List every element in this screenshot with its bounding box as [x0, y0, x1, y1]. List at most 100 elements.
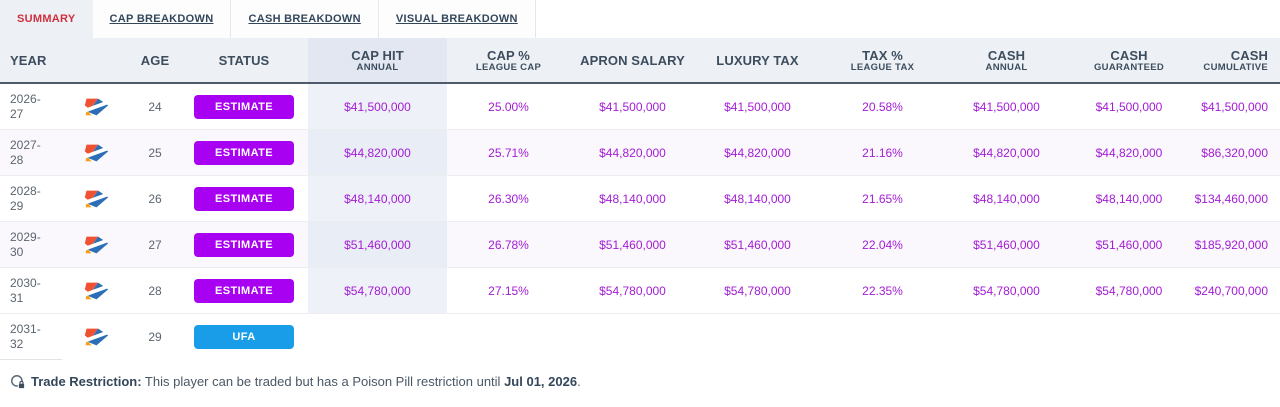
tab-visual-breakdown[interactable]: VISUAL BREAKDOWN: [378, 0, 536, 38]
header-cap-pct[interactable]: CAP % LEAGUE CAP: [475, 47, 542, 73]
header-luxury-tax[interactable]: LUXURY TAX: [716, 52, 799, 68]
header-cash-annual[interactable]: CASH ANNUAL: [985, 47, 1028, 73]
tax-pct-cell: [820, 314, 945, 360]
status-cell: ESTIMATE: [180, 222, 308, 267]
luxury-tax-cell: $44,820,000: [724, 145, 791, 160]
table-header-row: YEAR AGE STATUS CAP HIT ANNUAL CAP % LEA…: [0, 38, 1280, 84]
trade-restriction-date: Jul 01, 2026: [504, 374, 578, 389]
cash-cumulative-cell: $134,460,000: [1194, 191, 1268, 206]
cash-guaranteed-cell: $48,140,000: [1095, 191, 1163, 206]
cap-hit-cell: [308, 314, 447, 360]
cash-annual-cell: $48,140,000: [973, 191, 1040, 206]
trade-restriction-label: Trade Restriction:: [31, 374, 142, 389]
okc-thunder-logo-icon: [83, 98, 108, 115]
cash-annual-cell: [945, 314, 1068, 360]
status-cell: ESTIMATE: [180, 130, 308, 175]
status-badge-estimate: ESTIMATE: [194, 186, 294, 211]
status-cell: UFA: [180, 314, 308, 360]
cash-guaranteed-cell: $41,500,000: [1095, 99, 1163, 114]
cap-hit-cell: $41,500,000: [308, 84, 447, 129]
year-cell: 2026- 27: [10, 92, 41, 121]
cap-pct-cell: 26.30%: [488, 191, 529, 206]
cash-cumulative-cell: $41,500,000: [1201, 99, 1268, 114]
apron-salary-cell: $44,820,000: [599, 145, 666, 160]
tax-pct-cell: 22.35%: [862, 283, 903, 298]
okc-thunder-logo-icon: [83, 236, 108, 253]
table-row: 2028- 29 26 ESTIMATE $48,140,000 26.30% $48,14…: [0, 176, 1280, 222]
header-year[interactable]: YEAR: [10, 52, 47, 68]
age-cell: 24: [148, 99, 162, 114]
luxury-tax-cell: $41,500,000: [724, 99, 791, 114]
status-badge-estimate: ESTIMATE: [194, 140, 294, 165]
tax-pct-cell: 22.04%: [862, 237, 903, 252]
table-row: 2030- 31 28 ESTIMATE $54,780,000 27.15% $54,78…: [0, 268, 1280, 314]
header-cash-guaranteed[interactable]: CASH GUARANTEED: [1093, 47, 1165, 73]
header-age[interactable]: AGE: [140, 52, 170, 68]
cap-pct-cell: 25.00%: [488, 99, 529, 114]
header-status[interactable]: STATUS: [218, 52, 270, 68]
apron-salary-cell: $51,460,000: [599, 237, 666, 252]
team-logo-cell: [62, 314, 130, 360]
trade-restriction-lock-icon: [10, 374, 25, 389]
cap-pct-cell: 25.71%: [488, 145, 529, 160]
team-logo-cell: [62, 84, 130, 129]
year-cell: 2027- 28: [10, 138, 41, 167]
okc-thunder-logo-icon: [83, 328, 108, 346]
cap-hit-cell: $48,140,000: [308, 176, 447, 221]
okc-thunder-logo-icon: [83, 190, 108, 207]
age-cell: 28: [148, 283, 162, 298]
tax-pct-cell: 21.16%: [862, 145, 903, 160]
cap-pct-cell: [447, 314, 570, 360]
header-team-logo-spacer: [62, 38, 130, 82]
table-body: 2026- 27 24 ESTIMATE $41,500,000 25.00% $41,50…: [0, 84, 1280, 360]
age-cell: 25: [148, 145, 162, 160]
cap-hit-cell: $54,780,000: [308, 268, 447, 313]
tax-pct-cell: 20.58%: [862, 99, 903, 114]
apron-salary-cell: $54,780,000: [599, 283, 666, 298]
header-cap-hit[interactable]: CAP HIT ANNUAL: [308, 38, 447, 82]
cash-cumulative-cell: $240,700,000: [1194, 283, 1268, 298]
cash-annual-cell: $51,460,000: [973, 237, 1040, 252]
team-logo-cell: [62, 130, 130, 175]
table-row: 2026- 27 24 ESTIMATE $41,500,000 25.00% $41,50…: [0, 84, 1280, 130]
luxury-tax-cell: $54,780,000: [724, 283, 791, 298]
age-cell: 29: [148, 330, 162, 344]
status-badge-estimate: ESTIMATE: [194, 232, 294, 257]
team-logo-cell: [62, 222, 130, 267]
age-cell: 26: [148, 191, 162, 206]
header-cash-cumulative[interactable]: CASH CUMULATIVE: [1203, 47, 1268, 73]
tab-cash-breakdown[interactable]: CASH BREAKDOWN: [231, 0, 379, 38]
table-row: 2027- 28 25 ESTIMATE $44,820,000 25.71% $44,82…: [0, 130, 1280, 176]
cash-cumulative-cell: [1190, 314, 1280, 360]
status-badge-ufa: UFA: [194, 325, 294, 349]
status-cell: ESTIMATE: [180, 84, 308, 129]
apron-salary-cell: $41,500,000: [599, 99, 666, 114]
status-badge-estimate: ESTIMATE: [194, 94, 294, 119]
header-apron-salary[interactable]: APRON SALARY: [580, 52, 685, 68]
trade-restriction-text: This player can be traded but has a Pois…: [144, 374, 501, 389]
cash-annual-cell: $41,500,000: [973, 99, 1040, 114]
tax-pct-cell: 21.65%: [862, 191, 903, 206]
tab-cap-breakdown[interactable]: CAP BREAKDOWN: [92, 0, 232, 38]
okc-thunder-logo-icon: [83, 144, 108, 161]
cap-pct-cell: 27.15%: [488, 283, 529, 298]
trade-restriction-note: Trade Restriction: This player can be tr…: [0, 360, 1280, 389]
header-tax-pct[interactable]: TAX % LEAGUE TAX: [850, 47, 915, 73]
tab-summary[interactable]: SUMMARY: [0, 0, 93, 38]
okc-thunder-logo-icon: [83, 282, 108, 299]
year-cell: 2028- 29: [10, 184, 41, 213]
year-cell: 2029- 30: [10, 230, 41, 259]
breakdown-tabbar: SUMMARY CAP BREAKDOWN CASH BREAKDOWN VIS…: [0, 0, 1280, 38]
cap-hit-cell: $44,820,000: [308, 130, 447, 175]
cash-guaranteed-cell: $44,820,000: [1095, 145, 1163, 160]
apron-salary-cell: [570, 314, 695, 360]
year-cell: 2031- 32: [0, 314, 62, 360]
luxury-tax-cell: [695, 314, 820, 360]
cash-cumulative-cell: $185,920,000: [1194, 237, 1268, 252]
cash-guaranteed-cell: $54,780,000: [1095, 283, 1163, 298]
cash-guaranteed-cell: $51,460,000: [1095, 237, 1163, 252]
cap-pct-cell: 26.78%: [488, 237, 529, 252]
status-cell: ESTIMATE: [180, 176, 308, 221]
status-badge-estimate: ESTIMATE: [194, 278, 294, 303]
